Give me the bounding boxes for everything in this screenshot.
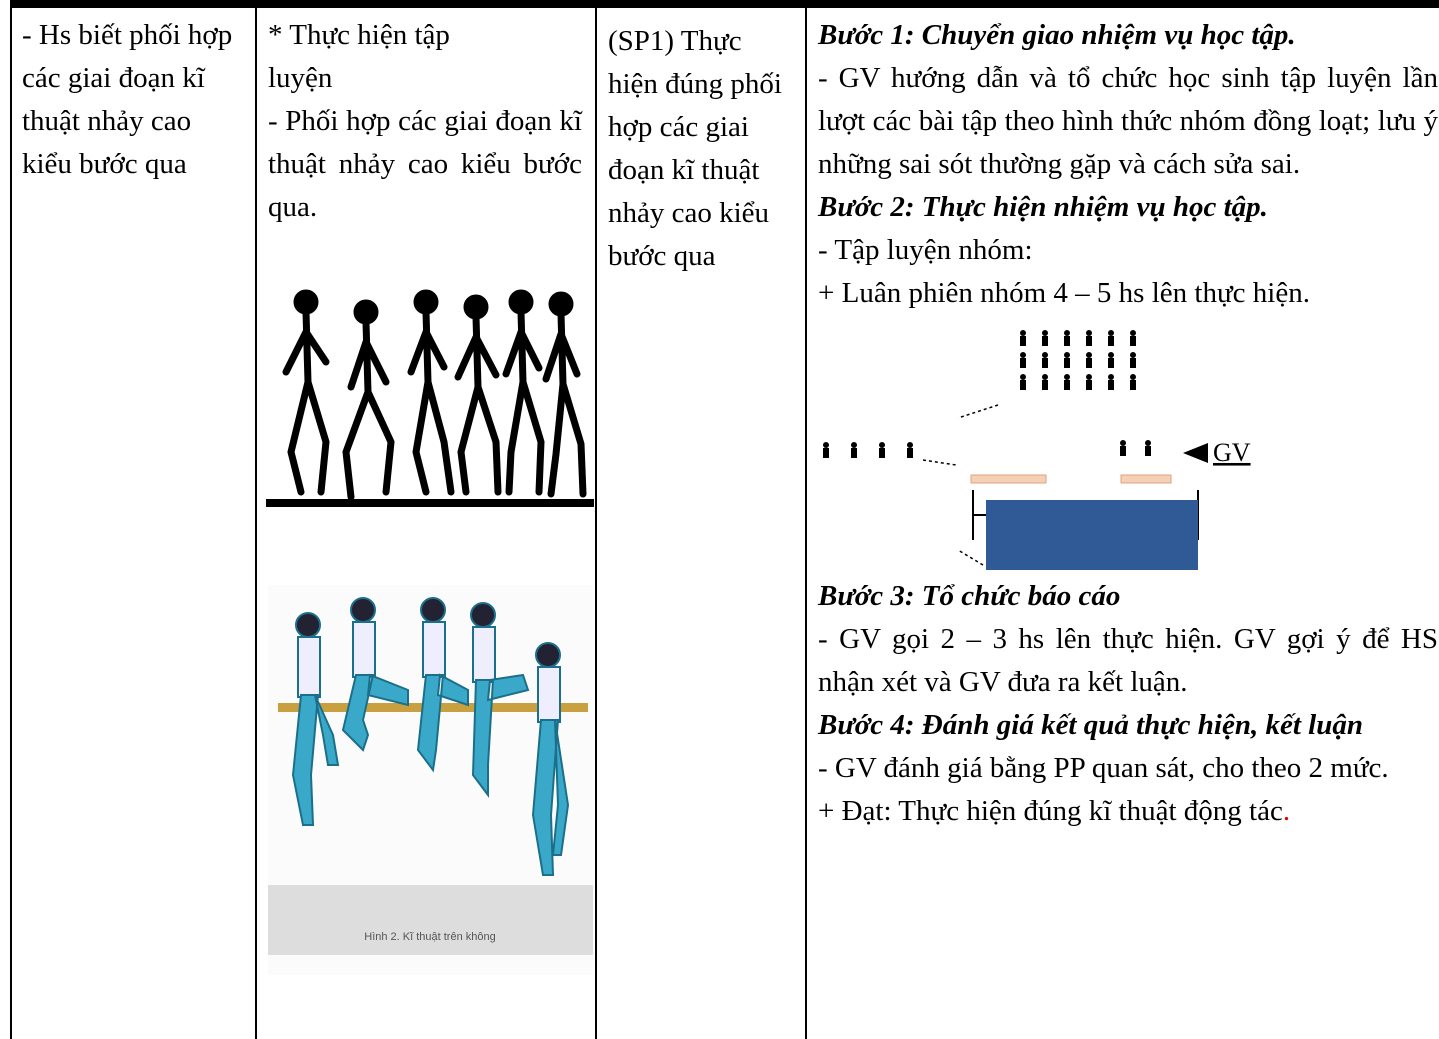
step-heading: Bước 1: Chuyển giao nhiệm vụ học tập. [818, 19, 1296, 51]
step-end: . [1282, 795, 1291, 827]
step-item: - Tập luyện nhóm: [818, 234, 1033, 266]
step-heading: Bước 3: Tổ chức báo cáo [818, 580, 1121, 612]
cell [10, 8, 255, 1039]
cell [255, 8, 595, 1039]
step-heading: Bước 2: Thực hiện nhiệm vụ học tập. [818, 191, 1268, 223]
steps: Bước 1: Chuyển giao nhiệm vụ học tập. - G… [818, 14, 1438, 833]
jump-figure: Hình 2. Kĩ thuật trên không [268, 585, 593, 975]
step-item: + Luân phiên nhóm 4 – 5 hs lên thực hiện… [818, 277, 1310, 309]
formation-diagram: GV [823, 330, 1251, 570]
runner-figure [266, 289, 594, 507]
step-item: - GV đánh giá bằng PP quan sát, cho theo… [818, 752, 1389, 784]
step-heading: Bước 4: Đánh giá kết quả thực hiện, kết … [818, 709, 1363, 741]
step-item: - GV gọi 2 – 3 hs lên thực hiện. GV gợi … [818, 623, 1438, 698]
step-item: - GV hướng dẫn và tổ chức học sinh tập l… [818, 62, 1438, 180]
step-item: + Đạt: Thực hiện đúng kĩ thuật động tác. [818, 795, 1291, 827]
objective: - Hs biết phối hợp các giai đoạn kĩ thuậ… [22, 19, 233, 180]
product: (SP1) Thực hiện đúng phối hợp các giai đ… [608, 25, 782, 272]
figure-caption: Hình 2. Kĩ thuật trên không [364, 931, 495, 943]
cell [805, 8, 1439, 1039]
content-heading: * Thực hiện tập luyện [268, 19, 450, 94]
cell [595, 8, 805, 1039]
content-text: - Phối hợp các giai đoạn kĩ thuật nhảy c… [268, 105, 582, 223]
diagram-label: GV [1213, 438, 1251, 467]
top-rule [10, 0, 1439, 8]
